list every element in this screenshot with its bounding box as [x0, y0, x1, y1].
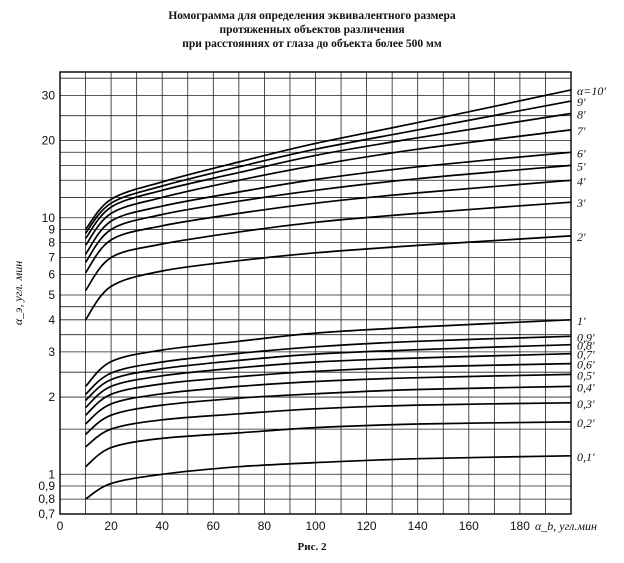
series-label-11: 3′ — [576, 196, 586, 210]
x-tick-label: 20 — [104, 519, 118, 533]
series-label-16: 8′ — [577, 107, 586, 121]
series-line-9 — [84, 318, 572, 388]
series-line-2 — [84, 401, 572, 448]
chart-title: Номограмма для определения эквивалентног… — [0, 9, 624, 51]
x-tick-label: 180 — [510, 519, 530, 533]
series-line-3 — [84, 385, 572, 436]
series-line-0 — [85, 454, 572, 500]
x-tick-label: 0 — [57, 519, 64, 533]
series-label-7: 0,8′ — [577, 339, 595, 353]
series-line-6 — [84, 352, 572, 409]
series-label-12: 4′ — [577, 174, 586, 188]
y-tick-label: 3 — [48, 345, 55, 359]
series-line-18 — [84, 89, 572, 231]
y-tick-label: 20 — [42, 134, 56, 148]
plot-frame — [59, 71, 572, 515]
series-line-14 — [84, 151, 572, 255]
y-tick-label: 8 — [48, 236, 55, 250]
title-line-2: протяженных объектов различения — [219, 24, 405, 36]
series-label-6: 0,7′ — [577, 348, 595, 362]
series-line-8 — [84, 335, 572, 395]
series-label-10: 2′ — [577, 230, 586, 244]
y-tick-label: 4 — [48, 313, 55, 327]
y-tick-label: 30 — [42, 88, 56, 102]
series-line-1 — [84, 421, 572, 468]
series-label-2: 0,3′ — [577, 397, 595, 411]
x-tick-label: 60 — [207, 519, 221, 533]
series-label-8: 0,9′ — [577, 330, 595, 344]
series-label-9: 1′ — [577, 314, 586, 328]
x-tick-label: 160 — [459, 519, 479, 533]
y-tick-label: 0,7 — [38, 507, 55, 521]
y-tick-label: 7 — [48, 250, 55, 264]
y-tick-label: 9 — [48, 222, 55, 236]
y-tick-label: 0,8 — [38, 492, 55, 506]
series-line-10 — [84, 235, 572, 321]
y-tick-label: 1 — [48, 467, 55, 481]
series-label-14: 6′ — [577, 146, 586, 160]
x-tick-label: 100 — [305, 519, 325, 533]
series-label-17: 9′ — [577, 95, 586, 109]
series-line-11 — [84, 201, 572, 292]
y-tick-label: 0,9 — [38, 479, 55, 493]
y-tick-label: 5 — [48, 288, 55, 302]
series-line-13 — [84, 164, 572, 263]
series-label-3: 0,4′ — [577, 380, 595, 394]
x-tick-label: 80 — [258, 519, 272, 533]
series-line-17 — [84, 100, 572, 234]
x-tick-label: 120 — [357, 519, 377, 533]
series-line-12 — [84, 179, 572, 274]
series-line-16 — [84, 112, 572, 240]
series-label-15: 7′ — [577, 124, 586, 138]
y-tick-label: 2 — [48, 390, 55, 404]
title-line-3: при расстояниях от глаза до объекта боле… — [182, 38, 442, 50]
series-line-7 — [84, 343, 572, 402]
series-line-5 — [84, 362, 572, 416]
title-line-1: Номограмма для определения эквивалентног… — [168, 10, 456, 22]
figure-caption: Рис. 2 — [297, 541, 327, 553]
x-axis-label: α_b, угл.мин — [535, 519, 597, 533]
series-line-4 — [84, 373, 572, 425]
series-label-18: α=10′ — [577, 84, 606, 98]
series-label-0: 0,1′ — [577, 450, 595, 464]
series-label-13: 5′ — [577, 159, 586, 173]
y-tick-label: 6 — [48, 268, 55, 282]
series-label-5: 0,6′ — [577, 358, 595, 372]
y-tick-label: 10 — [42, 211, 56, 225]
y-axis-label: α_э, угл. мин — [11, 261, 25, 325]
series-line-15 — [84, 129, 572, 246]
x-tick-label: 40 — [156, 519, 170, 533]
series-label-1: 0,2′ — [577, 416, 595, 430]
series-label-4: 0,5′ — [577, 368, 595, 382]
x-tick-label: 140 — [408, 519, 428, 533]
